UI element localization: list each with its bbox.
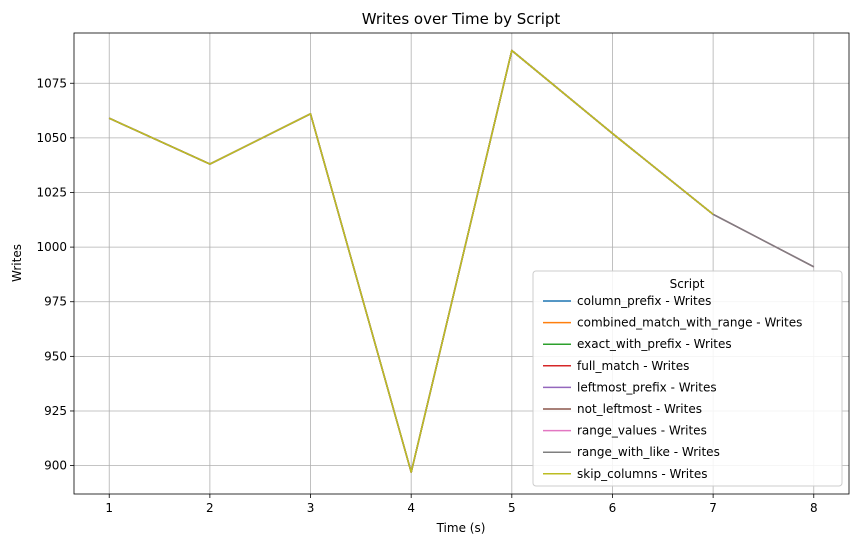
- legend-entry-label: exact_with_prefix - Writes: [577, 337, 732, 351]
- y-tick-label: 925: [44, 404, 67, 418]
- legend-entry-label: leftmost_prefix - Writes: [577, 380, 717, 394]
- y-tick-label: 900: [44, 459, 67, 473]
- x-tick-label: 2: [206, 501, 214, 515]
- legend-entry-label: range_with_like - Writes: [577, 445, 720, 459]
- series-lines: [108, 49, 815, 473]
- axis-ticks: 1 2 3 4 5 6 7 8 900 925 950 975 1000 1025 1050 1075: [36, 76, 817, 515]
- y-tick-label: 1000: [36, 240, 67, 254]
- legend-title: Script: [670, 277, 705, 291]
- x-tick-label: 4: [407, 501, 415, 515]
- chart-title: Writes over Time by Script: [362, 10, 561, 28]
- y-tick-label: 1050: [36, 131, 67, 145]
- legend-entry-label: column_prefix - Writes: [577, 294, 711, 308]
- x-tick-label: 5: [508, 501, 516, 515]
- legend-entry-label: not_leftmost - Writes: [577, 402, 702, 416]
- series-line-8: [108, 49, 714, 473]
- x-tick-label: 1: [105, 501, 113, 515]
- y-axis-title: Writes: [10, 244, 24, 282]
- plot-frame: [73, 32, 850, 495]
- x-tick-label: 7: [709, 501, 717, 515]
- y-tick-label: 1025: [36, 185, 67, 199]
- legend-entry-label: range_values - Writes: [577, 424, 707, 438]
- legend-entry-label: full_match - Writes: [577, 359, 689, 373]
- x-axis-title: Time (s): [436, 521, 486, 535]
- y-tick-label: 950: [44, 349, 67, 363]
- x-tick-label: 6: [609, 501, 617, 515]
- x-tick-label: 3: [307, 501, 315, 515]
- legend-box: [532, 270, 843, 487]
- y-tick-label: 1075: [36, 76, 67, 90]
- legend: Script column_prefix - Writes combined_ma…: [532, 270, 843, 487]
- x-tick-label: 8: [810, 501, 818, 515]
- legend-entry-label: combined_match_with_range - Writes: [577, 316, 802, 330]
- legend-entry-label: skip_columns - Writes: [577, 467, 707, 481]
- y-tick-label: 975: [44, 295, 67, 309]
